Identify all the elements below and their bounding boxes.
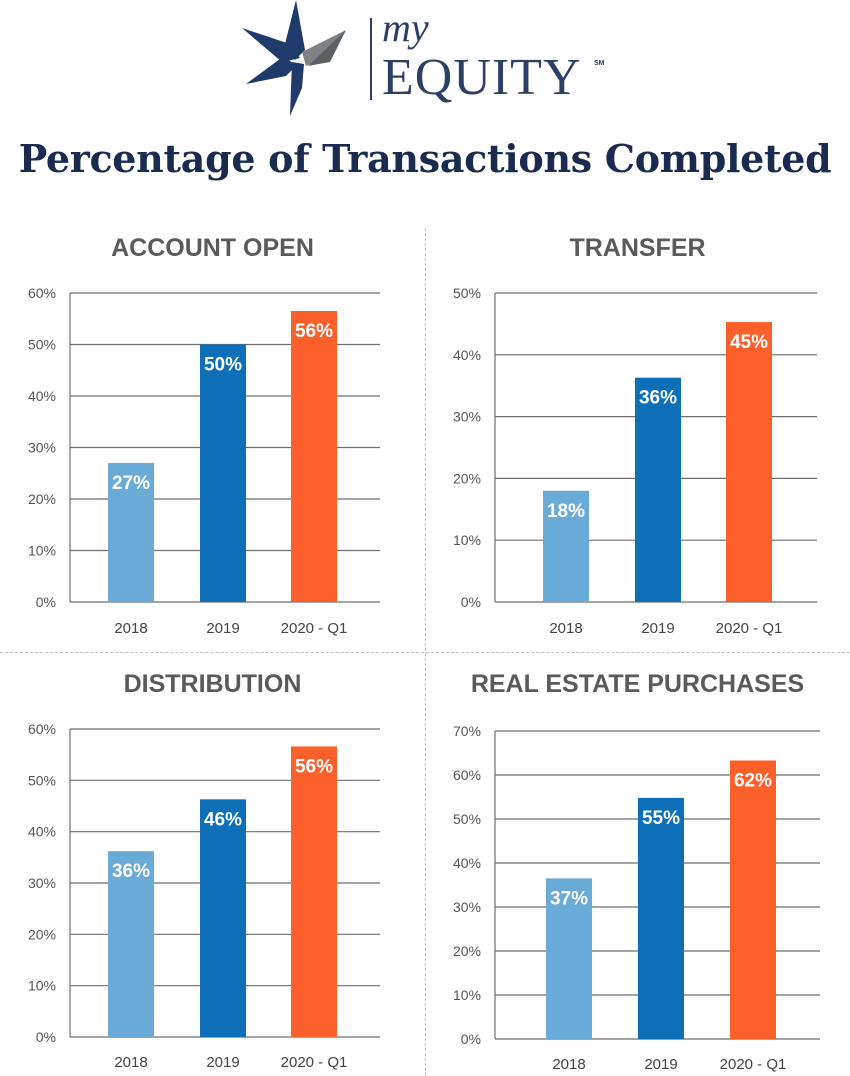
bar-2020-q1 (730, 760, 776, 1039)
y-tick-label: 30% (28, 875, 56, 891)
y-tick-label: 0% (36, 1029, 56, 1045)
chart-panel-transfer: TRANSFER 0% 10% 20% 30% 40% 50% 18% 2018 36% 2019… (425, 234, 850, 644)
x-category-label: 2019 (641, 620, 674, 637)
y-tick-label: 50% (28, 337, 56, 353)
bar-2020-q1 (291, 311, 337, 602)
bar-value-label: 46% (204, 809, 242, 830)
logo-equity-text: EQUITY (382, 49, 582, 106)
chart-title: DISTRIBUTION (123, 670, 302, 698)
x-category-label: 2018 (114, 1054, 147, 1071)
bar-value-label: 45% (730, 332, 768, 353)
bar-value-label: 37% (550, 888, 588, 909)
chart-account-open: 0% 10% 20% 30% 40% 50% 60% 27% 2018 50% 2019 56% 202… (28, 285, 380, 637)
chart-title: REAL ESTATE PURCHASES (470, 670, 805, 698)
y-tick-label: 0% (461, 1031, 481, 1047)
y-tick-label: 10% (28, 978, 56, 994)
y-tick-label: 30% (453, 899, 481, 915)
star-logo-icon (242, 0, 346, 116)
bar-2019 (638, 797, 684, 1039)
chart-panel-real-estate-purchases: REAL ESTATE PURCHASES 0% 10% 20% 30% 40% 50% 6… (425, 670, 850, 1076)
x-category-label: 2019 (206, 1054, 239, 1071)
chart-distribution: 0% 10% 20% 30% 40% 50% 60% 36% 2018 46% 2019 56% 202… (28, 721, 380, 1071)
y-tick-label: 20% (453, 470, 481, 486)
y-tick-label: 60% (28, 721, 56, 737)
page-title: Percentage of Transactions Completed (18, 136, 832, 181)
bar-2020-q1 (726, 322, 772, 602)
bar-2018 (543, 490, 589, 602)
chart-panel-account-open: ACCOUNT OPEN 0% 10% 20% 30% 40% 50% 60% 27% 2018… (0, 234, 425, 644)
logo-divider (370, 18, 372, 100)
chart-transfer: 0% 10% 20% 30% 40% 50% 18% 2018 36% 2019 45% 2020 -… (453, 285, 817, 637)
horizontal-divider (0, 652, 850, 653)
y-tick-label: 40% (28, 388, 56, 404)
y-tick-label: 10% (453, 987, 481, 1003)
bar-2019 (200, 799, 246, 1037)
bar-value-label: 55% (642, 808, 680, 829)
x-category-label: 2018 (549, 620, 582, 637)
logo-my-text: my (382, 5, 429, 50)
logo-service-mark: SM (594, 60, 605, 67)
bar-value-label: 36% (639, 388, 677, 409)
bar-2018 (108, 462, 154, 602)
y-tick-label: 20% (28, 926, 56, 942)
y-tick-label: 50% (28, 772, 56, 788)
x-category-label: 2018 (552, 1056, 585, 1073)
y-tick-label: 50% (453, 285, 481, 301)
y-tick-label: 40% (453, 347, 481, 363)
y-tick-label: 30% (453, 409, 481, 425)
chart-panel-distribution: DISTRIBUTION 0% 10% 20% 30% 40% 50% 60% 36% 2018… (0, 670, 425, 1076)
x-category-label: 2020 - Q1 (720, 1056, 787, 1073)
chart-title: ACCOUNT OPEN (111, 234, 314, 262)
y-tick-label: 0% (36, 594, 56, 610)
myequity-logo: my EQUITY SM (242, 0, 622, 118)
y-tick-label: 10% (453, 532, 481, 548)
y-tick-label: 60% (28, 285, 56, 301)
bar-value-label: 56% (295, 321, 333, 342)
chart-title: TRANSFER (569, 234, 706, 262)
bar-value-label: 62% (734, 770, 772, 791)
bar-value-label: 50% (204, 355, 242, 376)
x-category-label: 2019 (644, 1056, 677, 1073)
bar-2018 (108, 851, 154, 1037)
x-category-label: 2020 - Q1 (716, 620, 783, 637)
x-category-label: 2020 - Q1 (281, 620, 348, 637)
y-tick-label: 10% (28, 543, 56, 559)
bar-value-label: 27% (112, 473, 150, 494)
bar-value-label: 18% (547, 501, 585, 522)
bar-2019 (200, 344, 246, 602)
bar-value-label: 36% (112, 861, 150, 882)
bar-2019 (635, 377, 681, 602)
y-tick-label: 0% (461, 594, 481, 610)
y-tick-label: 40% (453, 855, 481, 871)
y-tick-label: 30% (28, 440, 56, 456)
x-category-label: 2019 (206, 620, 239, 637)
bar-value-label: 56% (295, 756, 333, 777)
y-tick-label: 50% (453, 811, 481, 827)
chart-real-estate-purchases: 0% 10% 20% 30% 40% 50% 60% 70% 37% 2018 55% 2019 62%… (453, 723, 820, 1073)
y-tick-label: 60% (453, 767, 481, 783)
x-category-label: 2020 - Q1 (281, 1054, 348, 1071)
y-tick-label: 70% (453, 723, 481, 739)
y-tick-label: 20% (28, 491, 56, 507)
x-category-label: 2018 (114, 620, 147, 637)
y-tick-label: 40% (28, 824, 56, 840)
y-tick-label: 20% (453, 943, 481, 959)
bar-2018 (546, 878, 592, 1039)
bar-2020-q1 (291, 746, 337, 1037)
